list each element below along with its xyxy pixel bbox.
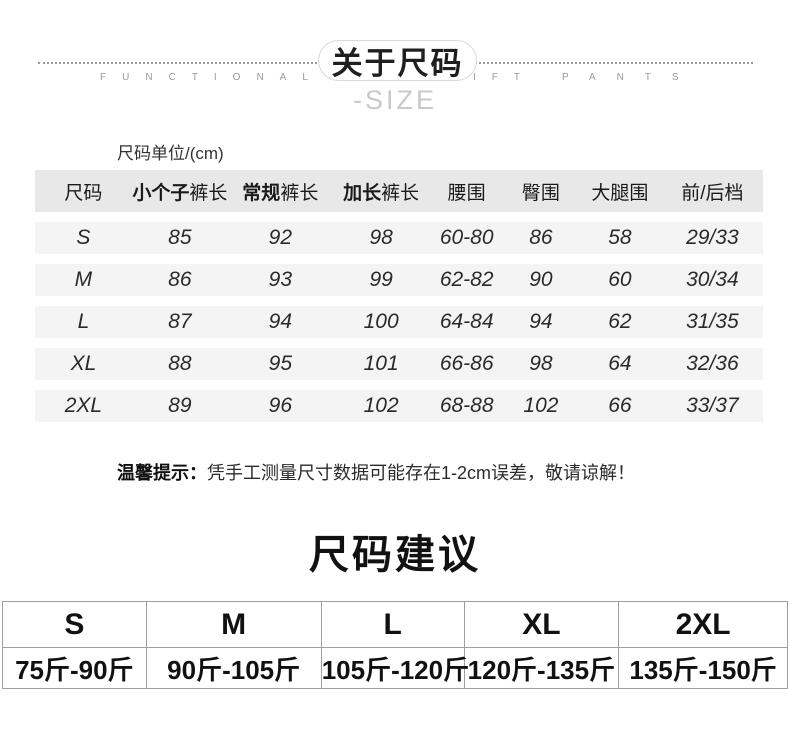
size-cell: 95	[268, 352, 292, 375]
suggestion-size-cell: L	[320, 601, 465, 648]
size-table-row-m: M 86 93 99 62-82 90 60 30/34	[35, 264, 763, 296]
suggestion-title: 尺码建议	[309, 533, 481, 577]
col-header-hip: 臀围	[521, 182, 560, 204]
size-cell: 66-86	[439, 352, 494, 375]
size-cell: 64-84	[439, 310, 494, 333]
suggestion-weight-cell: 120斤-135斤	[463, 647, 620, 689]
section-title-pill: 关于尺码	[318, 40, 477, 81]
section-subtitle: -SIZE	[352, 85, 437, 115]
size-cell: 102	[363, 394, 399, 417]
size-cell: 87	[168, 310, 192, 333]
unit-label: 尺码单位/(cm)	[117, 144, 224, 163]
size-table-row-s: S 85 92 98 60-80 86 58 29/33	[35, 222, 763, 254]
measurement-note: 温馨提示：凭手工测量尺寸数据可能存在1-2cm误差，敬请谅解！	[117, 459, 635, 485]
suggestion-table: S M L XL 2XL 75斤-90斤 90斤-105斤 105斤-120斤 …	[2, 601, 788, 689]
size-table: 尺码 小个子 裤长 常规 裤长 加长 裤长 腰围 臀围 大腿围 前/后档 S 85 9…	[35, 170, 763, 422]
size-cell: 60	[608, 268, 632, 291]
size-cell: 92	[268, 226, 292, 249]
size-cell: 90	[529, 268, 553, 291]
suggestion-weight-row: 75斤-90斤 90斤-105斤 105斤-120斤 120斤-135斤 135…	[2, 647, 788, 689]
suggestion-size-cell: XL	[463, 601, 620, 648]
col-header-regular-length: 常规 裤长	[242, 182, 319, 204]
size-cell: 68-88	[439, 394, 494, 417]
size-cell: 98	[529, 352, 553, 375]
size-cell: 101	[363, 352, 399, 375]
size-cell: 2XL	[64, 394, 103, 417]
size-cell: 100	[363, 310, 399, 333]
size-table-row-xl: XL 88 95 101 66-86 98 64 32/36	[35, 348, 763, 380]
size-cell: 58	[608, 226, 632, 249]
suggestion-weight-cell: 90斤-105斤	[145, 647, 322, 689]
watermark-text-mid: IFT	[473, 72, 536, 83]
size-cell: 85	[168, 226, 192, 249]
watermark-text-left: FUNCTIONAL	[100, 72, 324, 83]
size-cell: 94	[268, 310, 292, 333]
size-cell: 89	[168, 394, 192, 417]
suggestion-size-cell: 2XL	[618, 601, 788, 648]
col-header-rise: 前/后档	[681, 182, 744, 204]
col-header-thigh: 大腿围	[591, 182, 649, 204]
size-cell: 29/33	[686, 226, 739, 249]
size-cell: 99	[369, 268, 393, 291]
note-text: 凭手工测量尺寸数据可能存在1-2cm误差，敬请谅解！	[207, 463, 636, 483]
note-label: 温馨提示：	[117, 463, 207, 483]
size-table-row-2xl: 2XL 89 96 102 68-88 102 66 33/37	[35, 390, 763, 422]
suggestion-weight-cell: 135斤-150斤	[618, 647, 788, 689]
size-cell: 86	[168, 268, 192, 291]
suggestion-size-cell: M	[145, 601, 322, 648]
suggestion-weight-cell: 105斤-120斤	[320, 647, 469, 689]
col-header-petite-length: 小个子 裤长	[132, 182, 228, 204]
col-header-size: 尺码	[64, 182, 103, 204]
size-cell: 98	[369, 226, 393, 249]
size-cell: L	[77, 310, 90, 333]
size-cell: 60-80	[439, 226, 494, 249]
size-cell: 66	[608, 394, 632, 417]
size-cell: 62-82	[439, 268, 494, 291]
size-cell: 93	[268, 268, 292, 291]
size-cell: 94	[529, 310, 553, 333]
suggestion-size-row: S M L XL 2XL	[2, 601, 788, 648]
size-cell: 96	[268, 394, 292, 417]
col-header-waist: 腰围	[447, 182, 486, 204]
size-cell: 33/37	[686, 394, 739, 417]
size-cell: 30/34	[686, 268, 739, 291]
size-cell: 31/35	[686, 310, 739, 333]
size-cell: 86	[529, 226, 553, 249]
suggestion-weight-cell: 75斤-90斤	[2, 647, 147, 689]
size-cell: S	[76, 226, 91, 249]
size-cell: M	[74, 268, 93, 291]
size-table-header: 尺码 小个子 裤长 常规 裤长 加长 裤长 腰围 臀围 大腿围 前/后档	[35, 170, 763, 212]
size-cell: 62	[608, 310, 632, 333]
size-cell: 32/36	[686, 352, 739, 375]
size-cell: 88	[168, 352, 192, 375]
size-cell: 102	[523, 394, 559, 417]
size-cell: 64	[608, 352, 632, 375]
section-title: 关于尺码	[331, 46, 464, 81]
suggestion-size-cell: S	[2, 601, 147, 648]
size-table-row-l: L 87 94 100 64-84 94 62 31/35	[35, 306, 763, 338]
size-cell: XL	[70, 352, 97, 375]
col-header-extended-length: 加长 裤长	[343, 182, 420, 204]
watermark-text-right: PANTS	[562, 72, 700, 83]
